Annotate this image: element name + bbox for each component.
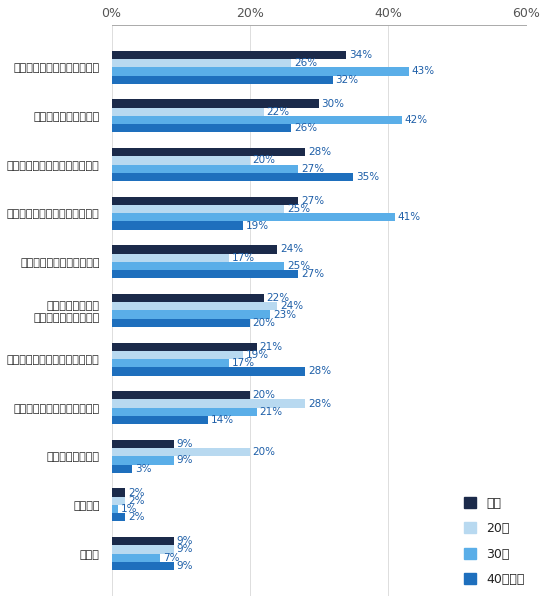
Bar — [112, 367, 305, 376]
Bar — [112, 513, 125, 522]
Text: 9%: 9% — [177, 561, 193, 571]
Text: 25%: 25% — [287, 261, 310, 271]
Bar — [112, 554, 160, 562]
Text: 27%: 27% — [301, 163, 324, 174]
Bar — [112, 456, 174, 464]
Bar — [112, 294, 264, 302]
Text: 3%: 3% — [135, 464, 152, 474]
Text: 28%: 28% — [308, 367, 331, 376]
Text: 23%: 23% — [273, 309, 296, 320]
Text: 19%: 19% — [246, 350, 269, 360]
Text: 30%: 30% — [322, 98, 345, 109]
Text: 22%: 22% — [266, 293, 289, 303]
Bar — [112, 99, 319, 108]
Bar — [112, 68, 409, 75]
Bar — [112, 440, 174, 448]
Text: 32%: 32% — [335, 75, 358, 84]
Text: 24%: 24% — [280, 244, 303, 254]
Bar — [112, 59, 291, 68]
Bar — [112, 408, 257, 416]
Bar — [112, 213, 395, 221]
Text: 9%: 9% — [177, 536, 193, 546]
Text: 20%: 20% — [253, 447, 276, 457]
Bar — [112, 148, 305, 156]
Text: 26%: 26% — [294, 124, 317, 133]
Text: 27%: 27% — [301, 269, 324, 279]
Legend: 全体, 20代, 30代, 40代以上: 全体, 20代, 30代, 40代以上 — [460, 493, 528, 590]
Bar — [112, 505, 118, 513]
Text: 41%: 41% — [398, 212, 421, 223]
Bar — [112, 173, 353, 181]
Bar — [112, 351, 243, 359]
Bar — [112, 156, 250, 165]
Bar — [112, 197, 298, 205]
Text: 2%: 2% — [128, 513, 144, 522]
Bar — [112, 537, 174, 545]
Text: 27%: 27% — [301, 196, 324, 206]
Text: 25%: 25% — [287, 204, 310, 214]
Text: 43%: 43% — [411, 66, 434, 77]
Bar — [112, 165, 298, 173]
Bar — [112, 545, 174, 554]
Text: 9%: 9% — [177, 545, 193, 554]
Bar — [112, 497, 125, 505]
Bar — [112, 51, 346, 59]
Bar — [112, 562, 174, 570]
Bar — [112, 270, 298, 279]
Bar — [112, 302, 277, 311]
Text: 26%: 26% — [294, 58, 317, 68]
Text: 24%: 24% — [280, 302, 303, 311]
Text: 9%: 9% — [177, 455, 193, 466]
Bar — [112, 448, 250, 456]
Text: 17%: 17% — [232, 358, 255, 368]
Text: 20%: 20% — [253, 318, 276, 328]
Text: 34%: 34% — [349, 50, 373, 60]
Bar — [112, 464, 132, 473]
Bar — [112, 253, 229, 262]
Text: 7%: 7% — [162, 553, 179, 563]
Bar — [112, 75, 333, 84]
Bar — [112, 359, 229, 367]
Bar — [112, 399, 305, 408]
Text: 28%: 28% — [308, 399, 331, 409]
Text: 2%: 2% — [128, 496, 144, 506]
Text: 2%: 2% — [128, 488, 144, 497]
Bar — [112, 262, 284, 270]
Text: 19%: 19% — [246, 221, 269, 230]
Text: 21%: 21% — [259, 407, 282, 417]
Bar — [112, 319, 250, 327]
Bar — [112, 488, 125, 497]
Bar — [112, 311, 270, 319]
Text: 20%: 20% — [253, 156, 276, 165]
Bar — [112, 221, 243, 230]
Bar — [112, 205, 284, 213]
Text: 9%: 9% — [177, 439, 193, 449]
Text: 14%: 14% — [211, 415, 234, 425]
Bar — [112, 116, 401, 124]
Bar — [112, 245, 277, 253]
Bar — [112, 391, 250, 399]
Text: 17%: 17% — [232, 253, 255, 263]
Text: 42%: 42% — [404, 115, 428, 125]
Bar — [112, 108, 264, 116]
Text: 1%: 1% — [121, 504, 138, 514]
Text: 22%: 22% — [266, 107, 289, 117]
Text: 28%: 28% — [308, 147, 331, 157]
Text: 20%: 20% — [253, 390, 276, 400]
Bar — [112, 416, 208, 425]
Bar — [112, 343, 257, 351]
Text: 35%: 35% — [356, 172, 379, 182]
Bar — [112, 124, 291, 133]
Text: 21%: 21% — [259, 342, 282, 352]
